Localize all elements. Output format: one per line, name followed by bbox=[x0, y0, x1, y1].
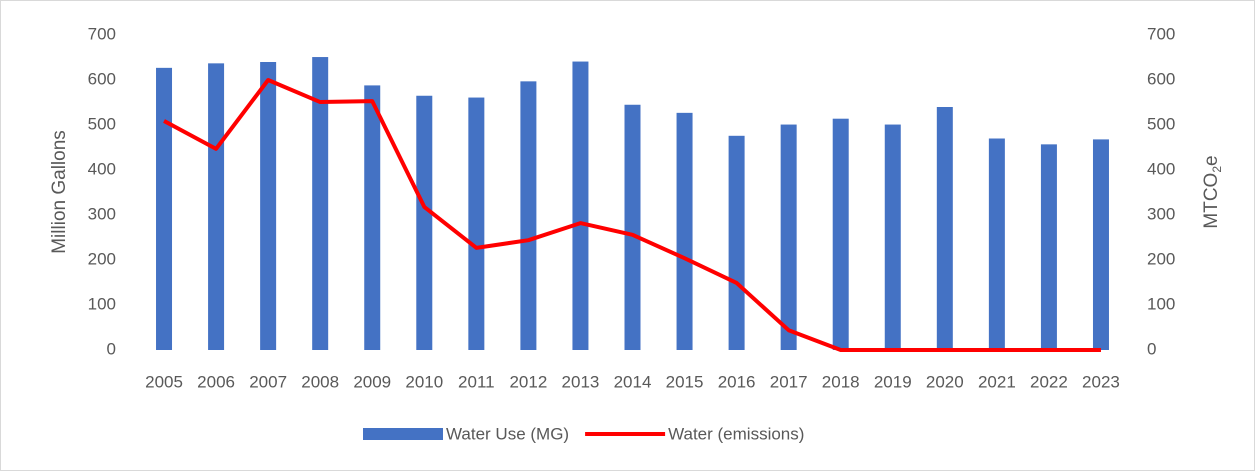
y2-axis-label-part: MTCO bbox=[1201, 173, 1222, 229]
bar bbox=[312, 57, 329, 351]
x-tick-label: 2017 bbox=[770, 372, 808, 391]
legend-swatch bbox=[363, 428, 443, 440]
bar bbox=[676, 112, 693, 350]
bar bbox=[728, 135, 745, 350]
bar bbox=[468, 97, 485, 350]
bar bbox=[1040, 144, 1057, 350]
x-tick-label: 2009 bbox=[353, 372, 391, 391]
y2-tick-label: 500 bbox=[1147, 114, 1175, 133]
bar bbox=[208, 63, 225, 350]
y2-tick-label: 100 bbox=[1147, 294, 1175, 313]
y2-axis-label: MTCO2e bbox=[1201, 155, 1224, 228]
x-tick-label: 2019 bbox=[874, 372, 912, 391]
bar bbox=[416, 95, 433, 350]
x-tick-label: 2016 bbox=[718, 372, 756, 391]
legend-label: Water Use (MG) bbox=[446, 424, 569, 443]
y-tick-label: 400 bbox=[88, 159, 116, 178]
x-tick-label: 2011 bbox=[458, 372, 495, 391]
bar bbox=[936, 107, 953, 350]
x-tick-label: 2020 bbox=[926, 372, 964, 391]
y-tick-label: 200 bbox=[88, 249, 116, 268]
y-tick-label: 700 bbox=[88, 24, 116, 43]
bar bbox=[364, 85, 381, 351]
bar bbox=[988, 138, 1005, 350]
y-tick-label: 100 bbox=[88, 294, 116, 313]
bar bbox=[156, 67, 173, 350]
y2-axis-label-part: e bbox=[1201, 155, 1222, 166]
y2-tick-label: 300 bbox=[1147, 204, 1175, 223]
x-tick-label: 2005 bbox=[145, 372, 183, 391]
x-tick-label: 2018 bbox=[822, 372, 860, 391]
bar bbox=[260, 62, 277, 350]
x-tick-label: 2023 bbox=[1082, 372, 1120, 391]
bar bbox=[520, 81, 537, 350]
y-tick-label: 500 bbox=[88, 114, 116, 133]
y2-tick-label: 700 bbox=[1147, 24, 1175, 43]
x-tick-label: 2015 bbox=[666, 372, 704, 391]
y2-tick-label: 600 bbox=[1147, 69, 1175, 88]
bar bbox=[572, 61, 589, 351]
x-tick-label: 2014 bbox=[614, 372, 652, 391]
x-tick-label: 2010 bbox=[405, 372, 443, 391]
y-axis-label: Million Gallons bbox=[49, 130, 70, 254]
y2-tick-label: 0 bbox=[1147, 339, 1156, 358]
legend-label: Water (emissions) bbox=[668, 424, 804, 443]
y-tick-label: 600 bbox=[88, 69, 116, 88]
y2-axis-label-sub: 2 bbox=[1210, 166, 1224, 173]
x-tick-label: 2013 bbox=[562, 372, 600, 391]
y2-tick-label: 400 bbox=[1147, 159, 1175, 178]
y-tick-label: 0 bbox=[107, 339, 116, 358]
y2-tick-label: 200 bbox=[1147, 249, 1175, 268]
bar bbox=[624, 104, 641, 350]
x-tick-label: 2007 bbox=[249, 372, 287, 391]
bar bbox=[832, 118, 849, 350]
x-tick-label: 2008 bbox=[301, 372, 339, 391]
bar bbox=[1092, 139, 1109, 350]
x-tick-label: 2022 bbox=[1030, 372, 1068, 391]
x-tick-label: 2006 bbox=[197, 372, 235, 391]
x-tick-label: 2021 bbox=[978, 372, 1016, 391]
line bbox=[163, 78, 1101, 352]
bar bbox=[780, 124, 797, 350]
x-tick-label: 2012 bbox=[509, 372, 547, 391]
y-tick-label: 300 bbox=[88, 204, 116, 223]
bar bbox=[884, 124, 901, 350]
